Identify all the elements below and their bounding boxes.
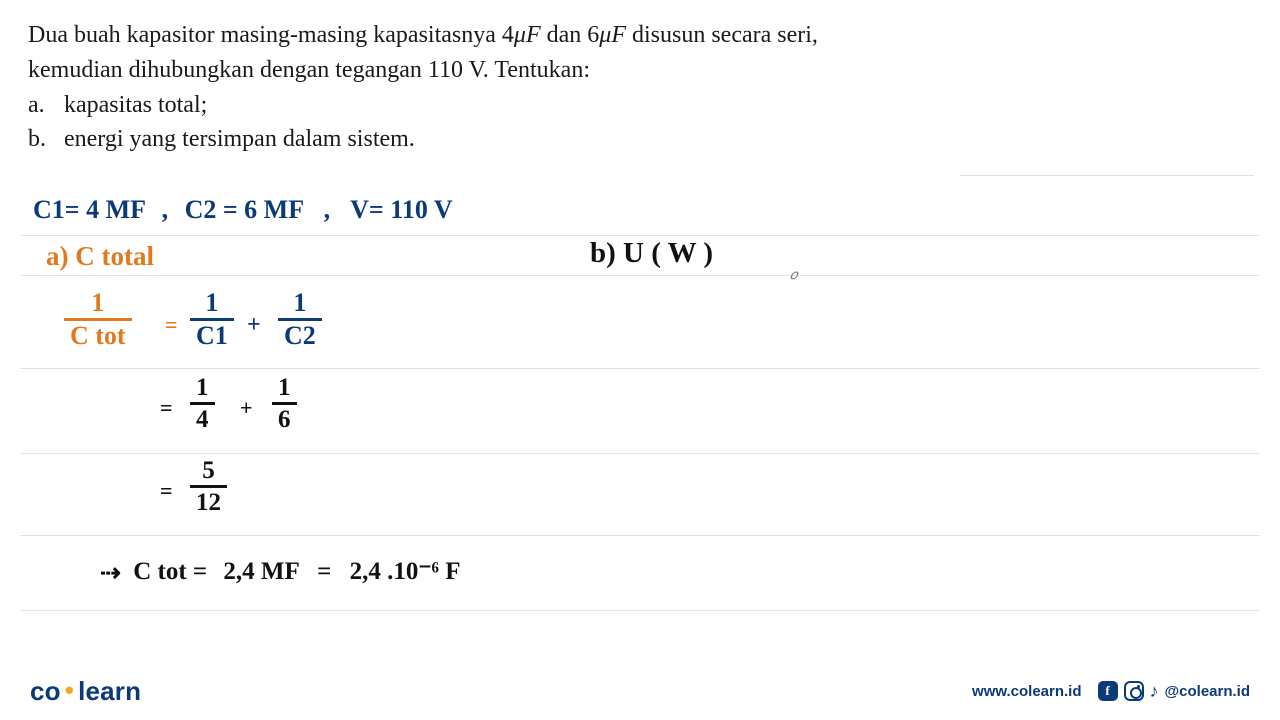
footer: co•learn www.colearn.id f ♪ @colearn.id xyxy=(0,662,1280,720)
page: Dua buah kapasitor masing-masing kapasit… xyxy=(0,0,1280,720)
rule-1 xyxy=(20,235,1260,236)
answer-val1: 2,4 MF xyxy=(213,558,298,585)
hand-givens: C1= 4 MF , C2 = 6 MF , V= 110 V xyxy=(33,195,453,225)
eqB-r2-num: 1 xyxy=(272,375,297,402)
problem-line-1-pre: Dua buah kapasitor masing-masing kapasit… xyxy=(28,22,514,48)
answer-eq2: = xyxy=(305,558,343,585)
answer-line: ⇢ C tot = 2,4 MF = 2,4 .10⁻⁶ F xyxy=(100,556,461,586)
problem-line-1-mid: dan 6 xyxy=(541,22,600,48)
givens-sep1: , xyxy=(152,195,179,224)
eqB-r1-num: 1 xyxy=(190,375,215,402)
footer-url: www.colearn.id xyxy=(972,683,1081,700)
eq-r1-num: 1 xyxy=(199,290,224,318)
eq-r2-num: 1 xyxy=(287,290,312,318)
problem-line-1: Dua buah kapasitor masing-masing kapasit… xyxy=(28,18,1252,53)
item-a-label: a. xyxy=(28,88,64,123)
problem-line-2: kemudian dihubungkan dengan tegangan 110… xyxy=(28,53,1252,88)
rule-2 xyxy=(20,275,1260,276)
item-b-text: energi yang tersimpan dalam sistem. xyxy=(64,122,415,157)
rule-5 xyxy=(20,535,1260,536)
problem-block: Dua buah kapasitor masing-masing kapasit… xyxy=(0,0,1280,157)
givens-c2: C2 = 6 MF xyxy=(185,195,304,224)
eq-r2-frac: 1 C2 xyxy=(278,290,322,349)
hand-part-b-title: b) U ( W ) xyxy=(590,237,713,270)
eq-eq1: = xyxy=(165,312,178,338)
rule-4 xyxy=(20,453,1260,454)
facebook-icon: f xyxy=(1098,681,1118,701)
tiktok-icon: ♪ xyxy=(1150,681,1159,702)
eqB-r1-den: 4 xyxy=(190,405,215,432)
givens-c1: C1= 4 MF xyxy=(33,195,145,224)
eq-r2-den: C2 xyxy=(278,321,322,349)
givens-v: V= 110 V xyxy=(350,195,452,224)
answer-val2: 2,4 .10⁻⁶ F xyxy=(350,558,461,585)
arrow-right-icon: ⇢ xyxy=(100,558,121,588)
rule-short xyxy=(960,175,1254,176)
eqB-plus: + xyxy=(240,395,253,421)
rule-3 xyxy=(20,368,1260,369)
eqB-r1-frac: 1 4 xyxy=(190,375,215,432)
eq-r1-frac: 1 C1 xyxy=(190,290,234,349)
social-group: f ♪ @colearn.id xyxy=(1098,681,1250,702)
problem-item-b: b. energi yang tersimpan dalam sistem. xyxy=(28,122,1252,157)
hand-part-a-title: a) C total xyxy=(46,241,154,272)
unit-uf-1: μF xyxy=(514,22,541,48)
eq-eq3: = xyxy=(160,478,173,504)
eq-eq2: = xyxy=(160,395,173,421)
eqB-r2-den: 6 xyxy=(272,405,297,432)
eq-plus1: + xyxy=(247,312,261,339)
eqC-num: 5 xyxy=(196,458,221,485)
eq-lhs-num: 1 xyxy=(85,290,110,318)
problem-item-a: a. kapasitas total; xyxy=(28,88,1252,123)
item-b-label: b. xyxy=(28,122,64,157)
givens-sep2: , xyxy=(310,195,345,224)
footer-right: www.colearn.id f ♪ @colearn.id xyxy=(972,681,1250,702)
brand-dot-icon: • xyxy=(61,675,78,705)
instagram-icon xyxy=(1124,681,1144,701)
eq-r1-den: C1 xyxy=(190,321,234,349)
item-a-text: kapasitas total; xyxy=(64,88,207,123)
eqC-den: 12 xyxy=(190,488,227,515)
eq-lhs-frac: 1 C tot xyxy=(64,290,132,349)
eq-lhs-den: C tot xyxy=(64,321,132,349)
unit-uf-2: μF xyxy=(599,22,626,48)
answer-lhs: C tot = xyxy=(133,558,207,585)
eqC-frac: 5 12 xyxy=(190,458,227,515)
eqB-r2-frac: 1 6 xyxy=(272,375,297,432)
social-handle: @colearn.id xyxy=(1165,683,1250,700)
brand-left: co xyxy=(30,676,61,706)
pencil-mark: 𝑜 xyxy=(790,268,797,284)
brand-logo: co•learn xyxy=(30,676,141,707)
brand-right: learn xyxy=(78,676,141,706)
problem-line-1-post: disusun secara seri, xyxy=(626,22,818,48)
rule-6 xyxy=(20,610,1260,611)
